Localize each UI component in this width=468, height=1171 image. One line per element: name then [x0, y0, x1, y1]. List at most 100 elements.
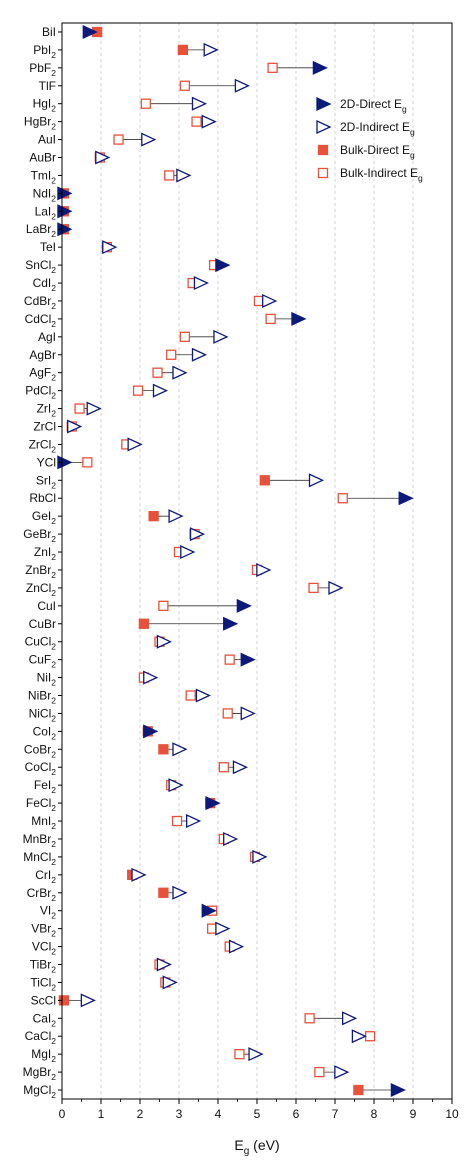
legend-marker — [316, 119, 332, 135]
bulk-marker — [171, 815, 183, 827]
category-label: CuCl2 — [25, 635, 57, 652]
2d-marker — [127, 437, 143, 452]
category-label: CdCl2 — [25, 312, 57, 329]
2d-marker — [143, 724, 159, 739]
bulk-marker — [308, 582, 319, 594]
category-label: PbI2 — [33, 43, 56, 60]
grid-lines — [100, 23, 414, 1099]
2d-marker — [262, 293, 278, 308]
x-tick-label: 1 — [98, 1107, 105, 1121]
2d-marker — [57, 222, 73, 237]
category-label: BiI — [42, 25, 56, 39]
bulk-marker — [337, 493, 348, 504]
legend-marker — [317, 144, 329, 156]
category-label: GeBr2 — [23, 527, 56, 544]
category-label: ZrCl2 — [29, 437, 57, 454]
2d-marker — [232, 760, 249, 775]
bulk-marker — [164, 170, 175, 181]
2d-marker — [156, 957, 172, 972]
category-label: TlF — [39, 79, 56, 93]
category-label: FeI2 — [34, 778, 56, 795]
2d-marker — [248, 1047, 264, 1062]
2d-marker — [176, 168, 192, 183]
2d-marker — [185, 814, 202, 829]
2d-marker — [180, 545, 196, 560]
data-markers — [57, 24, 414, 1098]
category-label: MnI2 — [31, 814, 56, 831]
2d-marker — [223, 616, 239, 631]
bulk-marker — [166, 349, 177, 360]
2d-marker — [57, 186, 73, 201]
category-label: CrI2 — [35, 868, 56, 885]
category-label: RbCl — [29, 491, 56, 505]
bulk-marker — [177, 44, 189, 56]
x-tick-label: 8 — [371, 1107, 378, 1121]
2d-marker — [168, 509, 184, 524]
bulk-marker — [265, 313, 276, 325]
category-label: FeCl2 — [26, 796, 56, 813]
category-label: TiBr2 — [30, 958, 57, 975]
category-label: ZrI2 — [37, 402, 57, 419]
category-label: CuBr — [29, 617, 56, 631]
category-label: CdI2 — [33, 276, 57, 293]
2d-marker — [172, 885, 188, 900]
category-label: VCl2 — [32, 940, 56, 957]
2d-marker — [57, 455, 73, 470]
category-axis: BiIPbI2PbF2TlFHgI2HgBr2AuIAuBrTmI2NdI2La… — [23, 25, 62, 1100]
bulk-marker — [179, 331, 191, 342]
category-label: MgI2 — [31, 1047, 56, 1064]
category-label: NdI2 — [33, 186, 57, 203]
2d-marker — [252, 849, 268, 864]
category-label: SrI2 — [36, 473, 56, 490]
category-label: CuI — [37, 599, 56, 613]
x-tick-label: 9 — [410, 1107, 417, 1121]
2d-marker — [240, 706, 256, 721]
x-tick-label: 0 — [59, 1107, 66, 1121]
bulk-marker — [185, 690, 196, 701]
category-label: ScCl — [31, 993, 56, 1007]
2d-marker — [86, 401, 102, 416]
2d-marker — [152, 383, 169, 398]
2d-marker — [201, 903, 217, 918]
bulk-marker — [179, 80, 191, 91]
category-label: CoCl2 — [25, 760, 57, 777]
bulk-marker — [353, 1084, 364, 1096]
category-label: NiCl2 — [29, 706, 57, 723]
bulk-marker — [152, 367, 163, 378]
category-label: ZnI2 — [34, 545, 56, 562]
bulk-marker — [158, 744, 169, 755]
x-tick-label: 6 — [293, 1107, 300, 1121]
2d-marker — [143, 670, 159, 685]
legend-label: Bulk-Direct Eg — [340, 143, 415, 160]
category-label: AgI — [38, 330, 56, 344]
2d-marker — [189, 527, 206, 542]
2d-marker — [205, 796, 221, 811]
2d-marker — [223, 831, 239, 846]
bulk-marker — [113, 134, 124, 145]
2d-marker — [351, 1029, 367, 1044]
legend-label: 2D-Indirect Eg — [340, 120, 415, 137]
2d-marker — [398, 491, 414, 506]
category-label: ZnCl2 — [26, 581, 56, 598]
category-label: SnCl2 — [25, 258, 56, 275]
category-label: VBr2 — [31, 922, 56, 939]
category-label: CoI2 — [33, 724, 57, 741]
category-label: LaBr2 — [26, 222, 56, 239]
x-tick-label: 10 — [445, 1107, 459, 1121]
x-tick-label: 7 — [332, 1107, 339, 1121]
2d-marker — [156, 634, 172, 649]
bulk-marker — [218, 762, 230, 773]
category-label: LaI2 — [35, 204, 57, 221]
2d-marker — [191, 347, 208, 362]
bulk-marker — [304, 1013, 315, 1024]
2d-marker — [291, 311, 307, 326]
2d-marker — [312, 60, 328, 75]
2d-marker — [234, 78, 250, 93]
2d-marker — [172, 365, 188, 380]
bulk-marker — [158, 887, 169, 898]
category-label: TiCl2 — [30, 975, 56, 992]
legend-marker — [317, 167, 329, 179]
bulk-marker — [74, 403, 85, 414]
2d-marker — [168, 778, 184, 793]
